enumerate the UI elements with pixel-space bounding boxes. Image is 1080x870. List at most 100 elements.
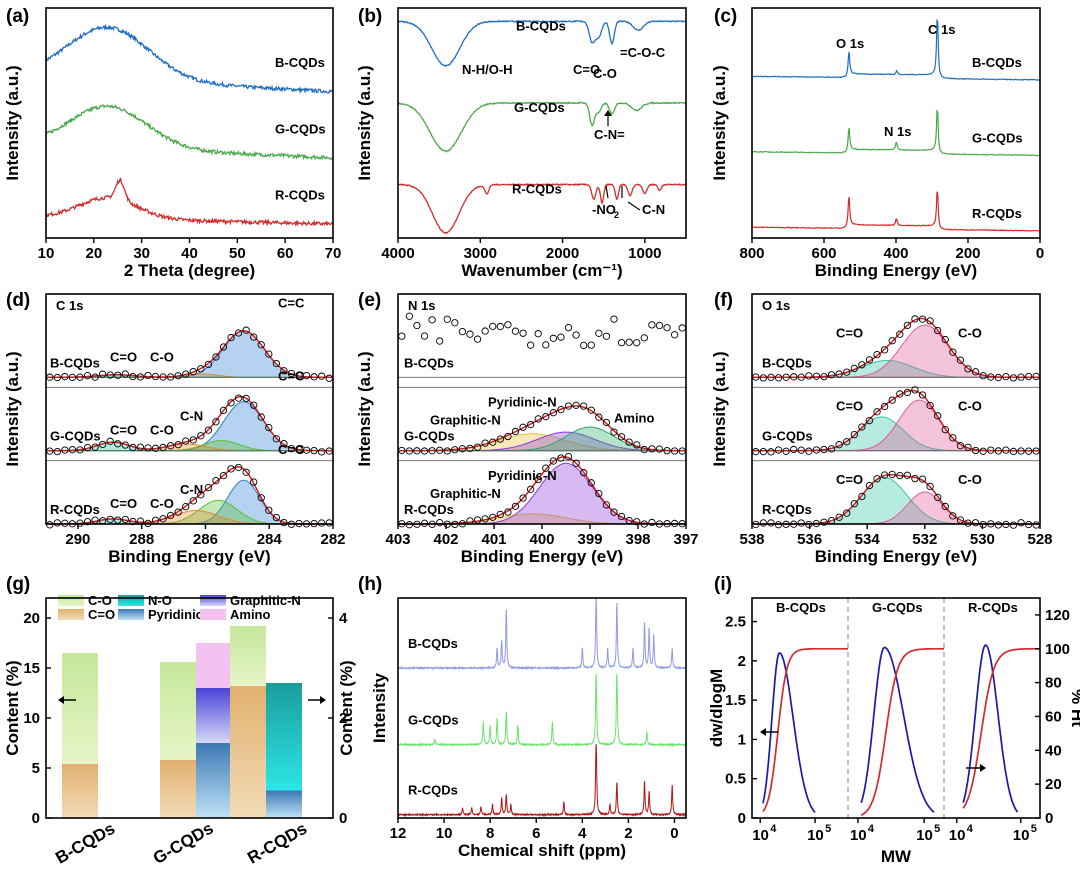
data-point (91, 443, 99, 451)
legend-label: Graphitic-N (230, 593, 301, 608)
data-point (1017, 519, 1025, 527)
data-point (956, 442, 965, 450)
data-point (820, 445, 828, 454)
x-tick-label: 600 (811, 245, 836, 262)
y-axis-label: Intensity (a.u.) (710, 351, 729, 466)
data-point (227, 465, 235, 473)
data-point (617, 339, 626, 347)
bar-C-O (160, 662, 196, 760)
x-tick-label: 290 (65, 531, 90, 548)
data-point (812, 446, 821, 454)
data-point (820, 518, 828, 526)
data-point (106, 437, 114, 445)
category-label: R-CQDs (244, 819, 310, 868)
x-tick-exponent: 4 (770, 823, 777, 835)
data-point (53, 373, 61, 382)
data-point (219, 343, 228, 351)
bar-Graphitic-N (196, 688, 232, 743)
data-point (572, 401, 580, 409)
data-point (926, 401, 934, 410)
series-label: G-CQDs (514, 100, 565, 115)
cumulative-curve (762, 647, 848, 813)
series-line-B-CQDs (397, 597, 687, 671)
data-point (83, 443, 92, 452)
bar-C=O (62, 764, 98, 818)
data-point (466, 330, 474, 338)
data-point (242, 394, 250, 403)
data-point (850, 430, 858, 439)
legend-label: Amino (230, 607, 271, 622)
data-point (971, 446, 980, 455)
data-point (504, 432, 512, 441)
component-label: C-O (958, 472, 982, 487)
data-point (827, 445, 836, 453)
x-tick-label: 402 (433, 531, 458, 548)
data-point (918, 475, 927, 483)
x-axis-label: Wavenumber (cm⁻¹) (461, 261, 622, 280)
annotation-arrow (627, 201, 641, 211)
data-point (272, 359, 281, 368)
data-point (496, 322, 504, 331)
data-point (534, 415, 542, 423)
data-point (670, 447, 679, 455)
y-tick-label: 2.5 (725, 614, 746, 631)
data-point (926, 317, 934, 325)
y-axis-label: Content (%) (3, 660, 22, 755)
x-tick-label: 10 (916, 827, 933, 844)
data-point (979, 372, 987, 380)
data-point (911, 474, 919, 483)
peak-annotation: O 1s (836, 36, 864, 51)
component-label: C-O (958, 399, 982, 414)
data-point (280, 367, 288, 375)
legend-label: Pyridinic-N (148, 607, 217, 622)
data-point (843, 438, 851, 446)
data-point (873, 408, 881, 416)
distribution-curve (962, 644, 1019, 813)
x-tick-exponent: 4 (967, 823, 974, 835)
data-point (564, 452, 573, 461)
peak-annotation: N 1s (884, 124, 911, 139)
data-point (918, 315, 927, 323)
data-point (934, 412, 942, 420)
data-point (805, 372, 813, 380)
sample-label: R-CQDs (50, 502, 100, 517)
data-point (496, 435, 504, 443)
data-point (166, 373, 175, 381)
data-point (964, 365, 972, 373)
x-tick-label: 538 (739, 531, 764, 548)
panel-g-content-bars: (g) B-CQDs G-CQDs R-CQDs 0 5 10 15 20 0 2 4 C-OC=O N… (3, 574, 356, 868)
peak-annotation: N-H/O-H (462, 62, 513, 77)
component-label: C=O (110, 423, 137, 438)
data-point (888, 396, 896, 404)
data-point (850, 500, 858, 508)
x-tick-label: 4 (578, 825, 587, 842)
data-point (458, 327, 467, 336)
data-point (557, 333, 565, 341)
data-point (302, 371, 311, 380)
data-point (979, 447, 987, 455)
component-label: Graphitic-N (430, 486, 501, 501)
peak-annotation: C-O (593, 66, 617, 81)
x-tick-label: 528 (1027, 531, 1052, 548)
data-point (587, 479, 595, 487)
data-point (473, 516, 482, 524)
data-point (549, 334, 558, 342)
fit-envelope (752, 389, 1040, 452)
data-point (265, 506, 273, 514)
legend-label: C-O (88, 593, 112, 608)
panel-title: N 1s (408, 298, 435, 313)
series-label: B-CQDs (972, 55, 1022, 70)
data-point (858, 361, 866, 369)
data-point (865, 416, 874, 425)
data-point (257, 494, 265, 502)
data-point (212, 477, 220, 485)
data-point (918, 391, 927, 399)
data-point (956, 356, 965, 364)
data-point (61, 372, 69, 381)
component-label: C=C (278, 295, 305, 310)
category-label: B-CQDs (52, 819, 118, 868)
x-tick-label: 530 (970, 531, 995, 548)
x-tick-label: 8 (486, 825, 494, 842)
cumulative-curve (860, 647, 944, 816)
